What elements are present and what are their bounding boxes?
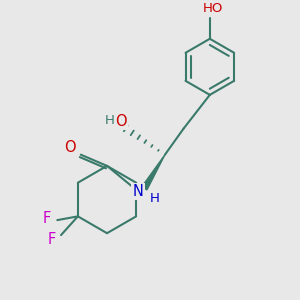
Text: N: N: [133, 184, 143, 199]
Text: F: F: [43, 211, 51, 226]
Text: H: H: [105, 114, 115, 127]
Text: F: F: [48, 232, 56, 247]
Text: HO: HO: [202, 2, 223, 15]
Text: O: O: [64, 140, 76, 155]
Text: H: H: [149, 192, 159, 205]
Polygon shape: [142, 155, 165, 190]
Text: O: O: [115, 113, 127, 128]
